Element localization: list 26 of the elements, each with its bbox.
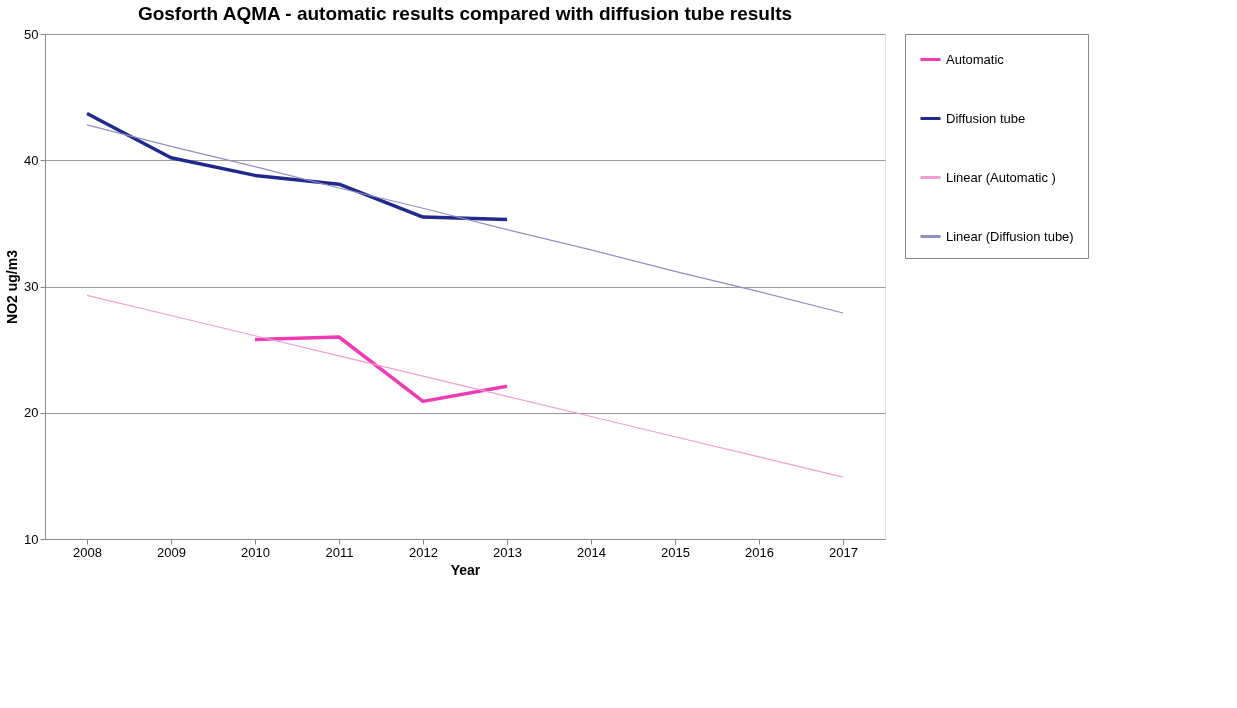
legend-label: Linear (Diffusion tube) (946, 228, 1074, 244)
x-tick-label: 2017 (829, 544, 858, 560)
y-tick-label: 30 (24, 279, 39, 294)
x-tick-label: 2010 (241, 544, 270, 560)
y-tick-label: 10 (24, 531, 39, 547)
chart-title: Gosforth AQMA - automatic results compared with diffusion tube results (137, 3, 793, 24)
x-tick-label: 2008 (73, 544, 102, 560)
y-tick-label: 20 (24, 405, 39, 421)
x-tick-label: 2016 (745, 544, 774, 560)
x-tick-label: 2014 (577, 544, 606, 560)
y-tick-label: 40 (24, 152, 39, 168)
y-axis-title: NO2 ug/m3 (4, 249, 21, 324)
y-tick-label: 50 (24, 26, 39, 42)
legend-label: Automatic (946, 51, 1005, 67)
x-axis-title: Year (450, 561, 481, 578)
x-tick-label: 2009 (157, 544, 186, 560)
x-tick-label: 2011 (325, 544, 354, 560)
x-tick-label: 2012 (409, 544, 438, 560)
x-tick-label: 2013 (493, 544, 522, 560)
legend-label: Linear (Automatic ) (946, 169, 1056, 185)
line-series (253, 335, 509, 404)
line-series (85, 111, 509, 222)
legend-label: Diffusion tube (946, 110, 1026, 126)
line-series (86, 294, 844, 478)
line-series (86, 124, 844, 314)
x-tick-label: 2015 (661, 544, 690, 560)
